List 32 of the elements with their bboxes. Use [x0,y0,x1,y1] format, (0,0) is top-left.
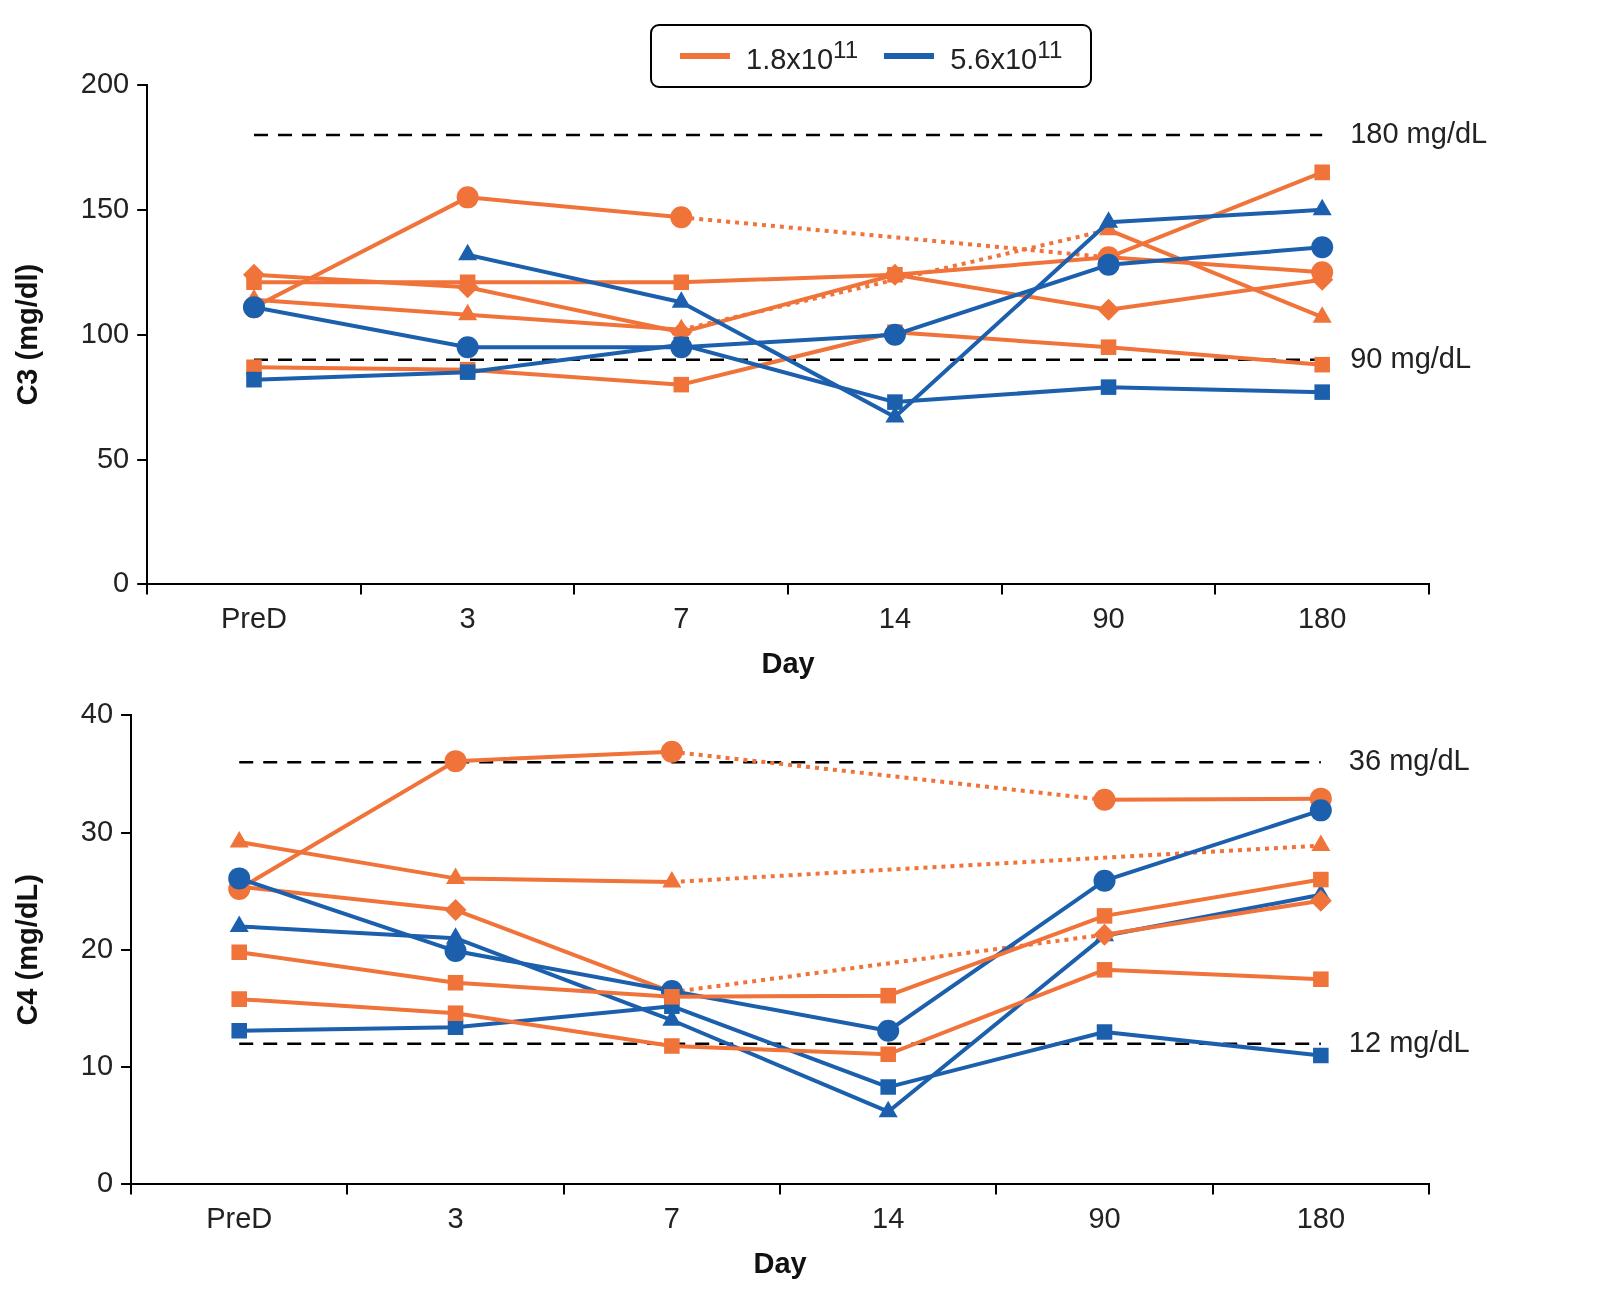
y-tick-label: 0 [96,1166,114,1199]
legend-label: 5.6x10$^{11}$ [950,36,1063,76]
x-tick-label: 90 [1092,601,1125,634]
x-tick-label: PreD [220,601,288,634]
ref-line-label: 12 mg/dL [1348,1025,1470,1058]
y-tick-label: 150 [80,191,130,224]
ref-line-label: 180 mg/dL [1350,116,1488,149]
x-tick-label: 180 [1297,601,1347,634]
x-tick-label: 90 [1088,1201,1121,1234]
x-axis-title: Day [761,646,815,679]
x-tick-label: 3 [447,1201,464,1234]
y-tick-label: 40 [80,697,114,730]
y-axis-title: C4 (mg/dL) [11,874,44,1026]
y-tick-label: 200 [80,67,130,99]
y-tick-label: 10 [80,1049,114,1082]
y-tick-label: 20 [80,931,114,964]
y-tick-label: 100 [80,316,130,349]
legend-label: 1.8x10$^{11}$ [746,36,859,76]
y-axis-title: C3 (mg/dl) [11,263,44,406]
ref-line-label: 90 mg/dL [1350,341,1472,374]
x-tick-label: 14 [878,601,912,634]
x-tick-label: 180 [1296,1201,1346,1234]
y-tick-label: 30 [80,814,114,847]
x-tick-label: 3 [459,601,476,634]
ref-line-label: 36 mg/dL [1348,744,1470,777]
x-tick-label: 14 [872,1201,905,1234]
y-tick-label: 50 [96,441,130,474]
x-tick-label: PreD [206,1201,273,1234]
x-tick-label: 7 [663,1201,680,1234]
y-tick-label: 0 [113,566,130,599]
x-axis-title: Day [753,1246,807,1279]
x-tick-label: 7 [673,601,690,634]
